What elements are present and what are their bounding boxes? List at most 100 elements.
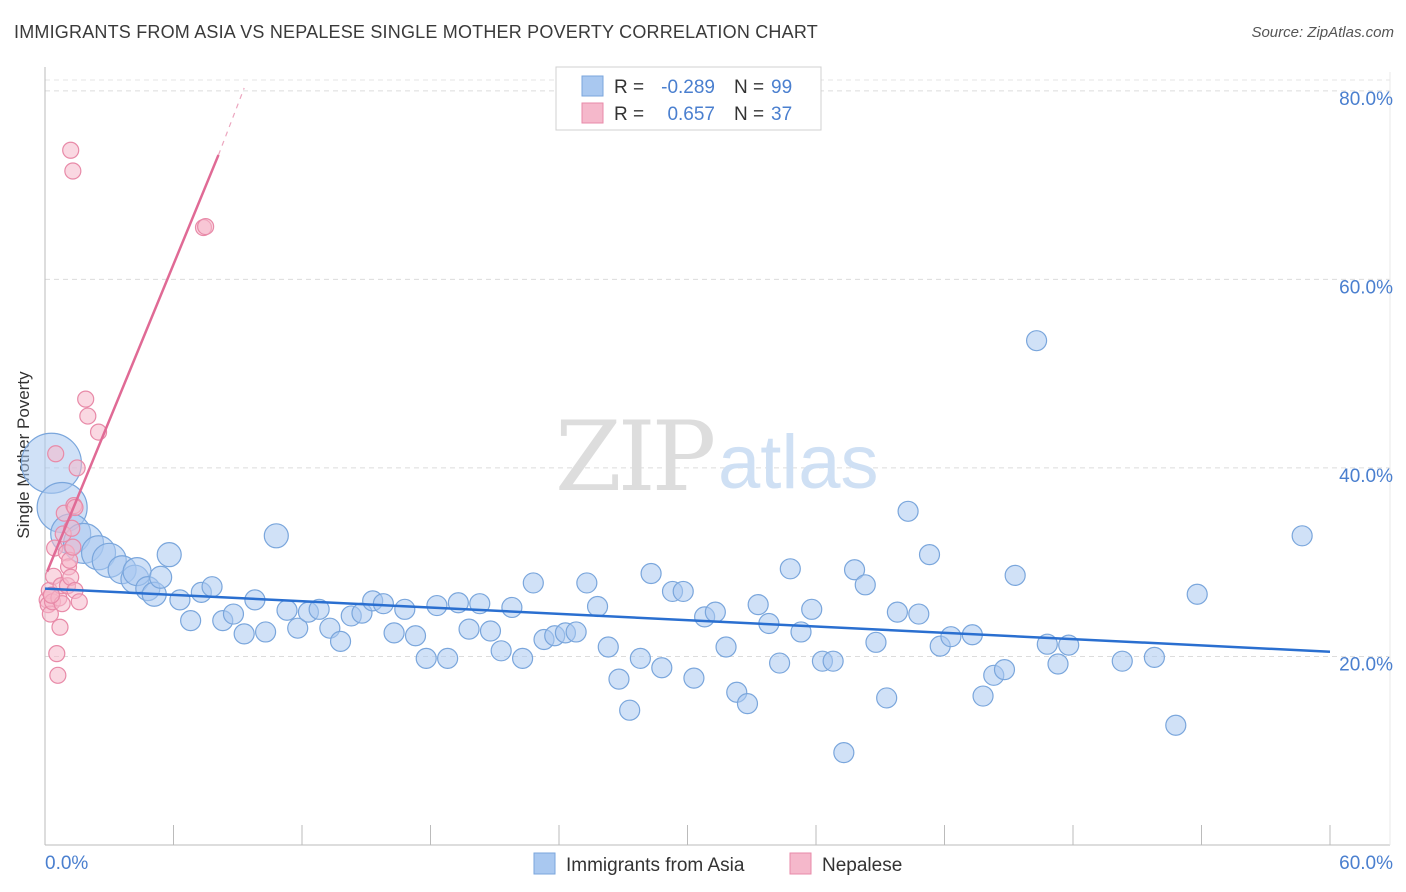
bottom-legend-asia-swatch (533, 852, 556, 875)
asia-point (479, 620, 502, 642)
nepalese-trend-extension (217, 87, 245, 156)
nepalese-point (47, 445, 65, 463)
asia-point (576, 572, 598, 594)
asia-point (597, 636, 619, 658)
asia-point (276, 599, 298, 621)
asia-point (886, 601, 908, 623)
legend-n-value: 37 (771, 104, 792, 125)
asia-point (747, 594, 769, 616)
nepalese-trend-line (45, 154, 220, 573)
asia-point (1291, 525, 1313, 547)
asia-point (704, 601, 726, 623)
legend-swatch (581, 75, 604, 97)
asia-point (308, 598, 330, 620)
asia-point (383, 622, 405, 644)
asia-point (1186, 583, 1208, 605)
watermark-atlas: atlas (718, 420, 879, 505)
asia-point (233, 623, 255, 645)
asia-point (1004, 564, 1026, 586)
legend-n-value: 99 (771, 77, 792, 98)
asia-point (149, 565, 173, 589)
asia-point (972, 685, 994, 707)
bottom-legend-asia-label: Immigrants from Asia (566, 855, 745, 876)
asia-point (822, 650, 844, 672)
asia-point (329, 630, 352, 652)
nepalese-point (79, 407, 97, 425)
asia-point (651, 657, 673, 679)
asia-point (918, 544, 941, 566)
nepalese-point (68, 459, 86, 477)
asia-point (683, 667, 705, 689)
legend-r-value: -0.289 (661, 77, 715, 98)
asia-point (843, 559, 866, 581)
asia-point (426, 594, 448, 617)
legend-n-label: N = (734, 104, 764, 125)
asia-point (908, 603, 930, 625)
chart-title: IMMIGRANTS FROM ASIA VS NEPALESE SINGLE … (14, 22, 818, 42)
asia-point (619, 699, 641, 721)
asia-point (768, 652, 791, 674)
asia-point (629, 647, 651, 669)
nepalese-point (51, 618, 69, 636)
x-tick-label-min: 0.0% (45, 853, 88, 874)
asia-point (801, 598, 823, 620)
asia-point (1165, 714, 1187, 736)
asia-point (201, 576, 223, 598)
asia-point (522, 572, 544, 594)
asia-point (511, 647, 534, 669)
asia-point (586, 595, 609, 618)
asia-point (404, 625, 427, 647)
asia-point (1143, 646, 1165, 669)
asia-point (897, 500, 919, 522)
asia-point (263, 523, 289, 549)
source-label: Source: ZipAtlas.com (1251, 24, 1394, 41)
asia-trend-line (44, 587, 1331, 653)
nepalese-point (49, 666, 67, 684)
asia-point (608, 668, 630, 690)
y-tick-label: 40.0% (1339, 466, 1393, 487)
nepalese-point (70, 593, 88, 611)
asia-point (565, 621, 587, 643)
asia-point (640, 562, 662, 585)
y-tick-label: 80.0% (1339, 89, 1393, 110)
asia-point (940, 626, 962, 648)
asia-point (876, 687, 898, 709)
asia-point (1047, 653, 1069, 675)
asia-point (715, 636, 737, 658)
nepalese-point (64, 538, 82, 556)
asia-point (415, 647, 437, 669)
y-tick-label: 60.0% (1339, 277, 1393, 298)
asia-point (501, 596, 523, 619)
asia-point (156, 542, 182, 568)
bottom-legend-nepalese-label: Nepalese (822, 855, 902, 876)
nepalese-point (42, 586, 61, 604)
asia-point (490, 640, 512, 662)
asia-point (287, 617, 309, 639)
nepalese-point (197, 218, 215, 236)
asia-point (254, 621, 277, 643)
watermark-zip: ZIP (555, 401, 714, 513)
legend-n-label: N = (734, 77, 764, 98)
nepalese-point (48, 645, 66, 663)
legend-r-value: 0.657 (667, 104, 715, 125)
x-tick-label-max: 60.0% (1339, 853, 1393, 874)
asia-point (1111, 650, 1133, 672)
nepalese-point (64, 162, 82, 180)
asia-point (169, 589, 191, 611)
asia-point (222, 603, 245, 625)
legend-r-label: R = (614, 77, 644, 98)
bottom-legend-nepalese-swatch (789, 852, 812, 875)
asia-point (180, 610, 202, 632)
asia-point (779, 558, 801, 580)
legend-swatch (581, 102, 604, 124)
asia-point (437, 647, 459, 669)
nepalese-point (62, 141, 80, 159)
legend-r-label: R = (614, 104, 644, 125)
asia-point (865, 631, 887, 653)
asia-point (833, 742, 855, 764)
asia-point (458, 618, 480, 640)
asia-point (736, 692, 759, 715)
asia-point (672, 580, 694, 603)
y-tick-label: 20.0% (1339, 654, 1393, 675)
